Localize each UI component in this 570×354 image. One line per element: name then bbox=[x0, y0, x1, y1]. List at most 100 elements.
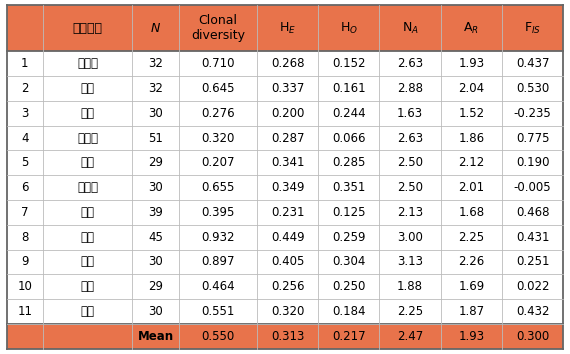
Text: 2.13: 2.13 bbox=[397, 206, 423, 219]
Text: 2.63: 2.63 bbox=[397, 132, 423, 144]
Bar bbox=[502, 101, 563, 126]
Text: 연구장소: 연구장소 bbox=[72, 22, 103, 35]
Text: 0.341: 0.341 bbox=[271, 156, 304, 169]
Text: -0.235: -0.235 bbox=[514, 107, 551, 120]
Bar bbox=[132, 200, 178, 225]
Text: Clonal
diversity: Clonal diversity bbox=[191, 14, 245, 42]
Bar bbox=[257, 200, 318, 225]
Text: 29: 29 bbox=[148, 280, 163, 293]
Bar bbox=[43, 101, 132, 126]
Bar bbox=[43, 274, 132, 299]
Text: 종달: 종달 bbox=[80, 231, 95, 244]
Bar bbox=[43, 51, 132, 76]
Bar bbox=[178, 250, 257, 274]
Text: 2.88: 2.88 bbox=[397, 82, 423, 95]
Text: 2: 2 bbox=[21, 82, 29, 95]
Bar bbox=[380, 51, 441, 76]
Bar bbox=[7, 101, 43, 126]
Bar bbox=[441, 324, 502, 349]
Text: 6: 6 bbox=[21, 181, 29, 194]
Bar bbox=[7, 299, 43, 324]
Text: 0.349: 0.349 bbox=[271, 181, 304, 194]
Text: 1.52: 1.52 bbox=[458, 107, 484, 120]
Bar bbox=[318, 324, 380, 349]
Text: 월정: 월정 bbox=[80, 156, 95, 169]
Bar bbox=[380, 250, 441, 274]
Text: 0.200: 0.200 bbox=[271, 107, 304, 120]
Text: 0.320: 0.320 bbox=[271, 305, 304, 318]
Bar bbox=[441, 200, 502, 225]
Bar bbox=[178, 225, 257, 250]
Bar bbox=[380, 150, 441, 175]
Bar bbox=[178, 299, 257, 324]
Text: 51: 51 bbox=[148, 132, 163, 144]
Text: 토끼섭: 토끼섭 bbox=[77, 181, 98, 194]
Bar bbox=[502, 225, 563, 250]
Text: 29: 29 bbox=[148, 156, 163, 169]
Bar bbox=[441, 225, 502, 250]
Bar bbox=[257, 76, 318, 101]
Text: 0.259: 0.259 bbox=[332, 231, 365, 244]
Bar bbox=[178, 101, 257, 126]
Bar bbox=[7, 250, 43, 274]
Text: 39: 39 bbox=[148, 206, 163, 219]
Text: 0.645: 0.645 bbox=[201, 82, 234, 95]
Text: 0.431: 0.431 bbox=[516, 231, 549, 244]
Text: 2.25: 2.25 bbox=[458, 231, 484, 244]
Bar bbox=[502, 76, 563, 101]
Bar bbox=[43, 76, 132, 101]
Text: 1.88: 1.88 bbox=[397, 280, 423, 293]
Bar bbox=[178, 200, 257, 225]
Text: 3: 3 bbox=[21, 107, 29, 120]
Text: 0.244: 0.244 bbox=[332, 107, 366, 120]
Bar bbox=[178, 150, 257, 175]
Bar bbox=[7, 150, 43, 175]
Bar bbox=[43, 324, 132, 349]
Text: N: N bbox=[150, 22, 160, 35]
Bar bbox=[441, 51, 502, 76]
Text: 0.287: 0.287 bbox=[271, 132, 304, 144]
Bar bbox=[43, 5, 132, 51]
Bar bbox=[502, 200, 563, 225]
Bar bbox=[132, 225, 178, 250]
Bar bbox=[318, 200, 380, 225]
Bar bbox=[257, 225, 318, 250]
Bar bbox=[380, 324, 441, 349]
Text: 0.217: 0.217 bbox=[332, 330, 366, 343]
Text: 0.250: 0.250 bbox=[332, 280, 365, 293]
Text: 0.405: 0.405 bbox=[271, 256, 304, 268]
Bar bbox=[318, 101, 380, 126]
Text: 비양도: 비양도 bbox=[77, 57, 98, 70]
Bar bbox=[7, 126, 43, 150]
Text: 0.251: 0.251 bbox=[516, 256, 549, 268]
Text: 0.337: 0.337 bbox=[271, 82, 304, 95]
Text: 0.304: 0.304 bbox=[332, 256, 365, 268]
Text: 1.68: 1.68 bbox=[458, 206, 484, 219]
Text: 0.285: 0.285 bbox=[332, 156, 365, 169]
Bar bbox=[441, 76, 502, 101]
Text: 30: 30 bbox=[148, 256, 163, 268]
Text: 함덕: 함덕 bbox=[80, 107, 95, 120]
Text: 2.12: 2.12 bbox=[458, 156, 484, 169]
Text: 2.04: 2.04 bbox=[458, 82, 484, 95]
Bar bbox=[502, 274, 563, 299]
Text: 32: 32 bbox=[148, 57, 163, 70]
Text: H$_E$: H$_E$ bbox=[279, 21, 296, 36]
Bar bbox=[257, 5, 318, 51]
Bar bbox=[178, 175, 257, 200]
Text: 0.775: 0.775 bbox=[516, 132, 549, 144]
Text: 1.86: 1.86 bbox=[458, 132, 484, 144]
Text: 0.313: 0.313 bbox=[271, 330, 304, 343]
Bar bbox=[441, 126, 502, 150]
Bar bbox=[380, 101, 441, 126]
Text: 0.464: 0.464 bbox=[201, 280, 235, 293]
Bar bbox=[178, 324, 257, 349]
Text: 32: 32 bbox=[148, 82, 163, 95]
Text: 1.87: 1.87 bbox=[458, 305, 484, 318]
Bar bbox=[43, 299, 132, 324]
Text: 0.256: 0.256 bbox=[271, 280, 304, 293]
Text: 0.351: 0.351 bbox=[332, 181, 365, 194]
Text: 4: 4 bbox=[21, 132, 29, 144]
Text: 0.066: 0.066 bbox=[332, 132, 365, 144]
Bar bbox=[502, 5, 563, 51]
